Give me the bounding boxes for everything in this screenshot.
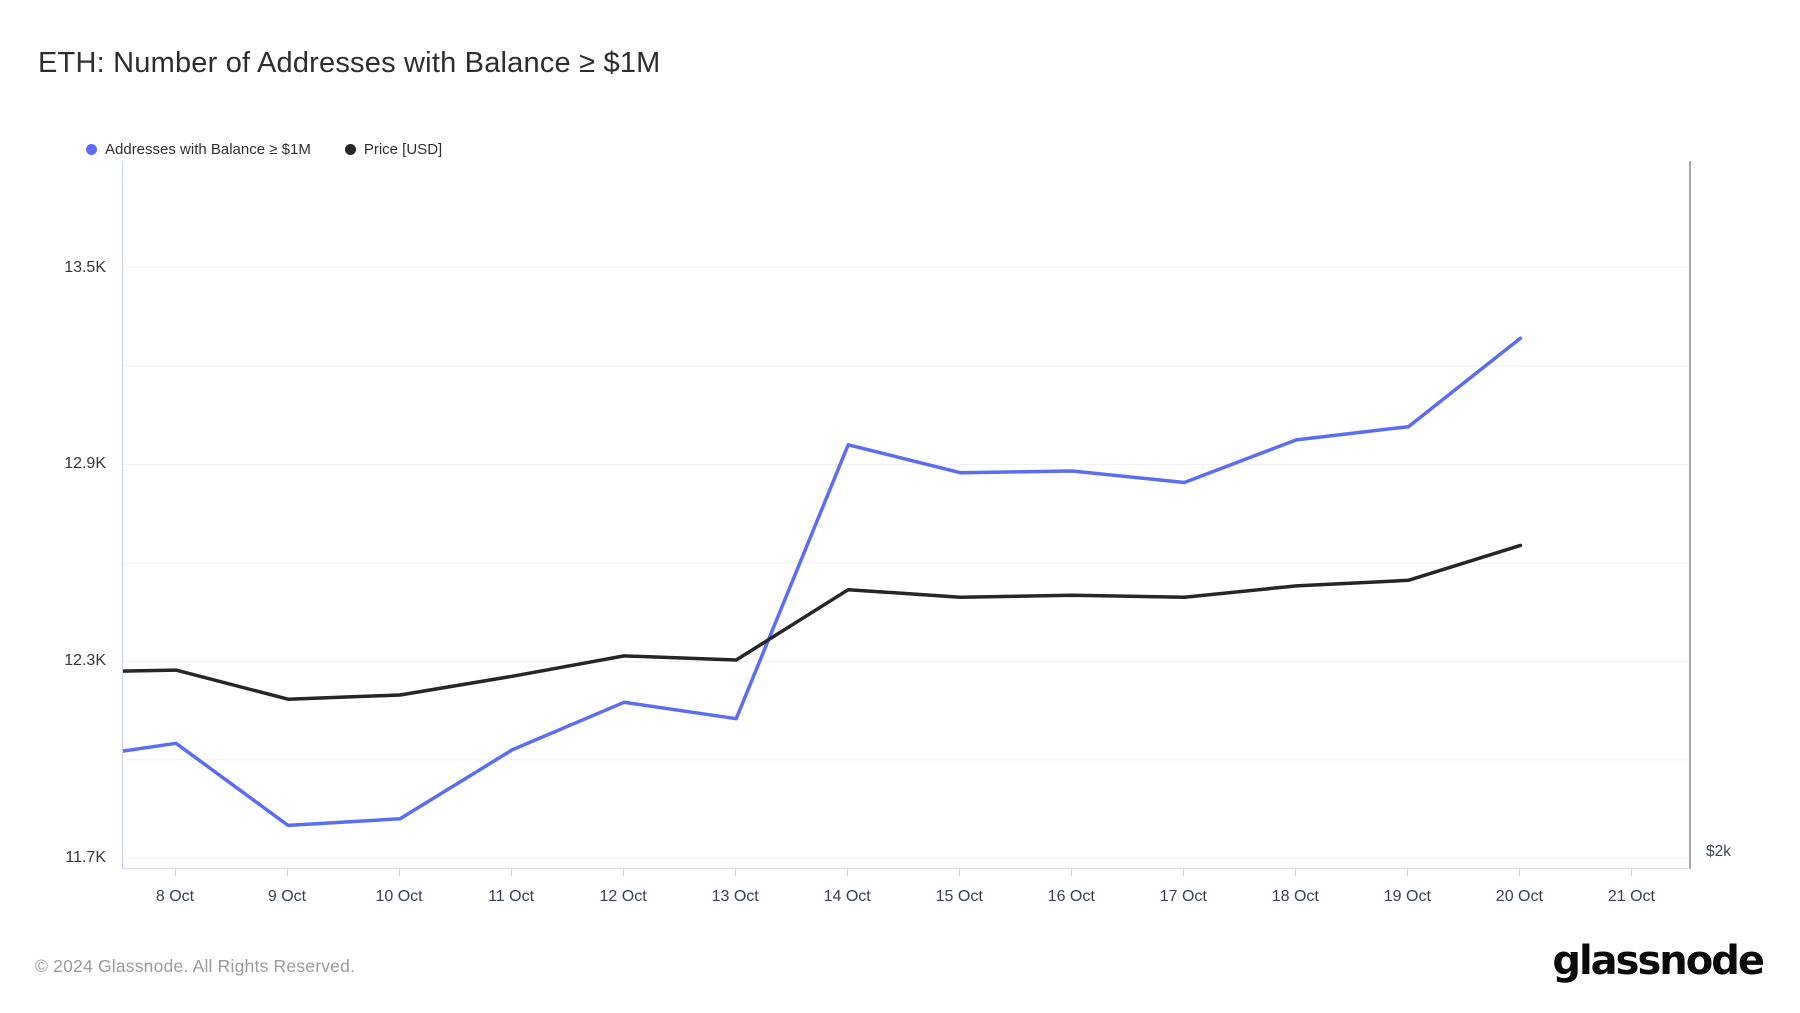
x-axis-tick — [399, 869, 401, 876]
y-axis-tick-label: 13.5K — [64, 258, 106, 276]
copyright-text: © 2024 Glassnode. All Rights Reserved. — [35, 956, 356, 976]
x-axis-tick-label: 11 Oct — [488, 888, 535, 905]
x-axis-tick — [1295, 869, 1297, 876]
x-axis-tick-label: 10 Oct — [375, 888, 423, 905]
x-axis-tick-label: 15 Oct — [935, 888, 983, 905]
x-axis-tick — [1071, 869, 1073, 876]
y-axis-tick-label: 11.7K — [65, 849, 106, 867]
x-axis-tick-label: 9 Oct — [267, 888, 307, 905]
chart-canvas — [123, 267, 1689, 859]
x-axis-tick-label: 20 Oct — [1495, 888, 1543, 905]
x-axis-tick — [623, 869, 625, 876]
x-axis-tick-label: 21 Oct — [1607, 888, 1655, 905]
x-axis-tick — [735, 869, 737, 876]
legend-label: Price [USD] — [363, 141, 443, 158]
legend-swatch-icon — [86, 144, 97, 155]
x-axis-tick — [174, 869, 176, 876]
x-axis-tick — [1519, 869, 1521, 876]
x-axis-tick — [1631, 869, 1633, 876]
x-axis-tick — [287, 869, 289, 876]
x-axis-tick-label: 12 Oct — [599, 888, 647, 905]
legend-item-price[interactable]: Price [USD] — [344, 141, 443, 158]
y-axis-tick-label: 12.9K — [64, 455, 106, 473]
legend-swatch-icon — [344, 144, 356, 155]
x-axis-tick-label: 17 Oct — [1159, 888, 1207, 905]
addresses-series-line — [123, 336, 1523, 828]
left-axis-labels: 13.5K 12.9K 12.3K 11.7K — [0, 0, 106, 1013]
glassnode-logo: glassnode — [1552, 938, 1765, 984]
chart-legend: Addresses with Balance ≥ $1M Price [USD] — [86, 141, 442, 158]
x-axis-tick-label: 19 Oct — [1383, 888, 1431, 905]
x-axis-tick — [1183, 869, 1185, 876]
x-axis-tick-label: 16 Oct — [1047, 888, 1095, 905]
right-axis-price-label: $2k — [1706, 843, 1731, 860]
x-axis-tick — [959, 869, 961, 876]
x-axis-tick — [1407, 869, 1409, 876]
y-axis-tick-label: 12.3K — [64, 652, 106, 670]
x-axis-tick — [847, 869, 849, 876]
x-axis-tick-label: 18 Oct — [1271, 888, 1319, 905]
legend-item-addresses[interactable]: Addresses with Balance ≥ $1M — [86, 141, 311, 158]
chart-title: ETH: Number of Addresses with Balance ≥ … — [38, 47, 661, 79]
x-axis-tick — [511, 869, 513, 876]
legend-label: Addresses with Balance ≥ $1M — [105, 141, 311, 158]
price-series-line — [123, 543, 1523, 701]
x-axis-tick-label: 14 Oct — [823, 888, 871, 905]
x-axis-tick-label: 8 Oct — [155, 888, 195, 905]
x-axis-tick-label: 13 Oct — [711, 888, 759, 905]
plot-area — [122, 161, 1691, 869]
